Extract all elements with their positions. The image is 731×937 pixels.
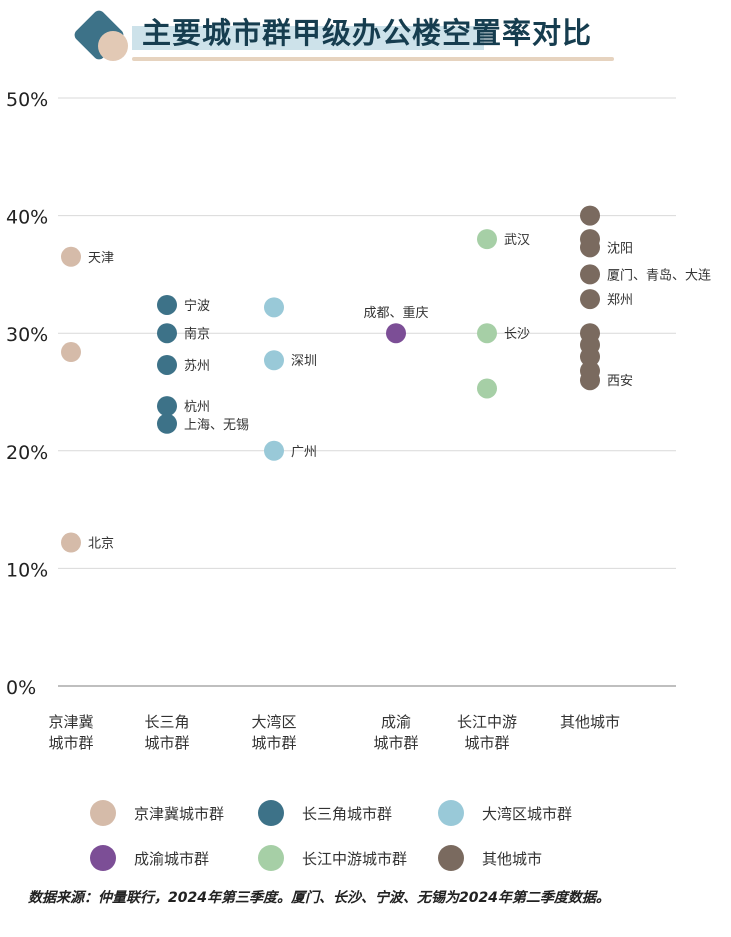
legend-label-changjiang: 长江中游城市群 — [302, 849, 408, 868]
legend-swatch-chengyu — [90, 845, 116, 871]
x-tick-label: 其他城市 — [560, 713, 620, 731]
legend-swatch-other — [438, 845, 464, 871]
data-point — [477, 323, 497, 344]
data-label: 郑州 — [607, 293, 633, 308]
x-tick-label: 城市群 — [48, 734, 93, 752]
x-tick-label: 城市群 — [373, 734, 418, 752]
data-label: 北京 — [88, 537, 114, 552]
legend-label-changsanjiao: 长三角城市群 — [302, 804, 393, 823]
data-point — [580, 264, 600, 285]
data-point — [386, 323, 406, 344]
data-point — [157, 323, 177, 344]
legend: 京津冀城市群 长三角城市群 大湾区城市群 成渝城市群 长江中游城市群 其他城市 — [90, 798, 710, 878]
data-point — [61, 246, 81, 267]
data-label: 宁波 — [184, 298, 210, 314]
x-tick-label: 城市群 — [464, 734, 509, 752]
page-title: 主要城市群甲级办公楼空置率对比 — [142, 16, 593, 50]
legend-label-dawanqu: 大湾区城市群 — [482, 804, 573, 823]
data-label: 天津 — [88, 251, 114, 266]
data-point — [157, 396, 177, 417]
data-point — [157, 413, 177, 434]
data-label: 苏州 — [184, 358, 210, 374]
legend-swatch-changsanjiao — [258, 800, 284, 826]
data-label: 成都、重庆 — [363, 305, 428, 321]
data-point — [580, 237, 600, 258]
x-tick-label: 长江中游 — [457, 713, 517, 731]
data-point — [580, 346, 600, 367]
data-point — [61, 342, 81, 363]
data-label: 杭州 — [184, 400, 210, 415]
data-point — [157, 354, 177, 375]
data-label: 深圳 — [291, 354, 317, 369]
data-point — [477, 378, 497, 399]
y-tick-label: 20% — [6, 442, 48, 464]
legend-item-changjiang: 长江中游城市群 — [258, 843, 407, 873]
y-tick-label: 40% — [6, 207, 48, 229]
legend-swatch-dawanqu — [438, 800, 464, 826]
data-point — [264, 350, 284, 371]
legend-item-dawanqu: 大湾区城市群 — [438, 798, 572, 828]
data-point — [157, 294, 177, 315]
data-point — [264, 297, 284, 318]
x-tick-label: 成渝 — [381, 713, 411, 731]
title-logo-icon — [74, 10, 128, 61]
legend-label-other: 其他城市 — [482, 849, 543, 868]
legend-swatch-jingjinji — [90, 800, 116, 826]
data-label: 广州 — [291, 445, 317, 460]
data-label: 南京 — [184, 326, 210, 342]
data-point — [477, 229, 497, 250]
y-tick-label: 10% — [6, 559, 48, 581]
data-label: 西安 — [607, 374, 633, 389]
legend-item-jingjinji: 京津冀城市群 — [90, 798, 224, 828]
legend-swatch-changjiang — [258, 845, 284, 871]
legend-item-changsanjiao: 长三角城市群 — [258, 798, 392, 828]
y-tick-label: 0% — [6, 677, 36, 699]
legend-label-jingjinji: 京津冀城市群 — [134, 804, 225, 823]
x-tick-label: 京津冀 — [48, 713, 93, 731]
data-point — [264, 440, 284, 461]
legend-item-other: 其他城市 — [438, 843, 542, 873]
x-tick-label: 长三角 — [144, 713, 189, 731]
legend-label-chengyu: 成渝城市群 — [134, 849, 210, 868]
legend-item-chengyu: 成渝城市群 — [90, 843, 209, 873]
data-label: 上海、无锡 — [184, 418, 249, 433]
data-label: 厦门、青岛、大连 — [607, 267, 711, 283]
y-tick-label: 50% — [6, 89, 48, 111]
header: 主要城市群甲级办公楼空置率对比 — [0, 0, 731, 80]
data-point — [580, 289, 600, 310]
y-tick-label: 30% — [6, 324, 48, 346]
x-tick-label: 城市群 — [251, 734, 296, 752]
data-point — [580, 205, 600, 226]
x-tick-label: 城市群 — [144, 734, 189, 752]
x-tick-label: 大湾区 — [251, 713, 296, 731]
data-label: 长沙 — [504, 327, 530, 342]
source-note: 数据来源：仲量联行，2024年第三季度。厦门、长沙、宁波、无锡为2024年第二季… — [28, 890, 610, 906]
title-underline — [132, 57, 614, 61]
data-point — [580, 370, 600, 391]
title-highlight-band — [132, 26, 484, 50]
scatter-chart: 0% 10% 20% 30% 40% 50% 京津冀城市群 长三角城市群 大湾区城市群 成渝城市群… — [6, 89, 711, 752]
data-label: 沈阳 — [607, 241, 633, 256]
data-point — [61, 532, 81, 553]
data-label: 武汉 — [504, 233, 530, 248]
